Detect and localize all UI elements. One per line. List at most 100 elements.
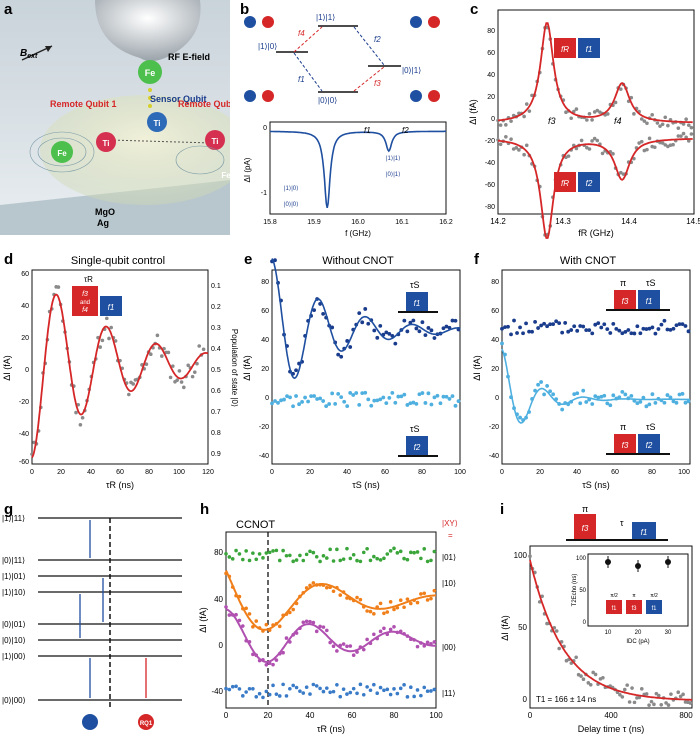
panel-f-plot: f With CNOT 80 60 40 20 0 -20 -40 0 20 40 60 … [472,251,691,490]
e-point-f2 [312,394,317,398]
i-point [593,672,598,677]
panel-d-label: d [4,251,13,268]
svg-text:π/2: π/2 [650,593,658,599]
h-point-11 [288,686,292,691]
h-point-00 [237,618,242,623]
f-point-f1 [674,323,679,328]
d-point [177,369,182,373]
i-point [678,694,683,699]
d-point [144,362,149,367]
h-point-11 [261,695,265,700]
c-point [647,136,652,141]
i-point [666,703,671,707]
panel-d-plot: d Single-qubit control 60 40 20 0 -20 -40 -… [2,251,239,490]
e-point-f2 [444,394,449,399]
f-point-f2 [650,392,655,397]
c-top-box-s-label: f1 [586,45,593,54]
f-point-f1 [566,329,571,334]
h-point-11 [351,686,356,691]
svg-text:100: 100 [173,469,185,476]
h-points [224,546,437,700]
f-point-f2 [581,388,586,393]
svg-text:50: 50 [579,588,586,594]
svg-text:60: 60 [611,469,619,476]
d-y2ticks: 0.1 0.2 0.3 0.4 0.5 0.6 0.7 0.8 0.9 [211,283,221,458]
svg-text:-20: -20 [489,424,499,431]
h-point-01 [264,551,269,555]
b-ext-arrowhead [45,46,52,52]
f-point-f1 [560,330,565,335]
d-point [197,344,201,348]
e-point-f2 [291,404,295,409]
h-point-10 [422,591,427,596]
h-point-11 [294,685,299,690]
h-point-11 [311,682,316,687]
svg-text:0.1: 0.1 [211,283,221,290]
f-point-f2 [641,395,646,400]
h-point-01 [361,550,366,555]
c-point [514,146,519,150]
h-point-11 [365,685,369,689]
h-point-11 [338,694,343,699]
h-point-01 [311,550,316,555]
h-point-11 [355,691,359,696]
f-tau-top: τS [646,278,656,288]
i-inset-yticks: 100 50 0 [576,556,587,626]
transition-arrows [293,26,385,92]
e-point-f1 [444,324,449,329]
e-point-f2 [309,394,314,399]
panel-a: Fe Ti Ti Ti Fe Fe Bext RF E-field Sensor… [0,0,261,235]
h-point-01 [338,558,343,563]
i-point [652,702,656,707]
f3-label: f3 [374,79,381,88]
e-point-f2 [357,402,362,407]
h-legend-eq: = [448,531,453,540]
i-inset-points [605,556,671,572]
e-point-f1 [312,308,317,313]
e-point-f1 [348,345,353,349]
h-fit-00 [225,608,436,664]
h-point-01 [351,552,356,557]
d-xticks: 0 20 40 60 80 100 120 [30,469,214,476]
d-y2label: Population of state |0⟩ [230,329,238,407]
i-point [639,687,644,691]
h-point-01 [395,551,400,555]
c-bot-box-r [554,172,576,192]
c-point [524,143,529,148]
c-bottom-fit [497,138,693,239]
svg-text:0: 0 [265,395,269,402]
b-xlabel: f (GHz) [345,229,371,238]
g-sensor-spin [82,714,98,730]
h-point-01 [291,559,295,564]
h-point-11 [314,684,319,688]
svg-text:80: 80 [145,469,153,476]
remote-ti-1 [96,132,116,152]
spin-icons [244,16,440,102]
e-point-f1 [321,311,326,316]
h-point-00 [372,632,376,637]
d-point [186,363,190,368]
e-point-f1 [450,318,455,323]
d-yticks: 60 40 20 0 -20 -40 -60 [19,271,29,466]
remote-ti-2-label: Ti [212,137,219,146]
h-point-00 [432,640,437,644]
i-point [669,692,673,696]
f-point-f2 [572,392,577,397]
d-axes [31,269,209,465]
i-xticks: 0 400 800 [528,711,693,720]
f-box-s-bot-label: f2 [646,441,653,450]
h-point-11 [358,682,363,687]
c-point [530,93,534,98]
c-top-box-r [554,38,576,58]
remote-qubit-1-label: Remote Qubit 1 [50,99,117,109]
f-point-f2 [578,401,583,406]
f-point-f2 [629,394,634,398]
h-xticks: 0 20 40 60 80 100 [224,711,443,720]
h-point-11 [375,691,379,695]
f-point-f2 [500,341,504,346]
i-point [625,683,629,687]
c-point [522,152,526,157]
f-point-f2 [575,391,580,396]
i-point [656,693,661,698]
f-point-f2 [551,392,556,397]
